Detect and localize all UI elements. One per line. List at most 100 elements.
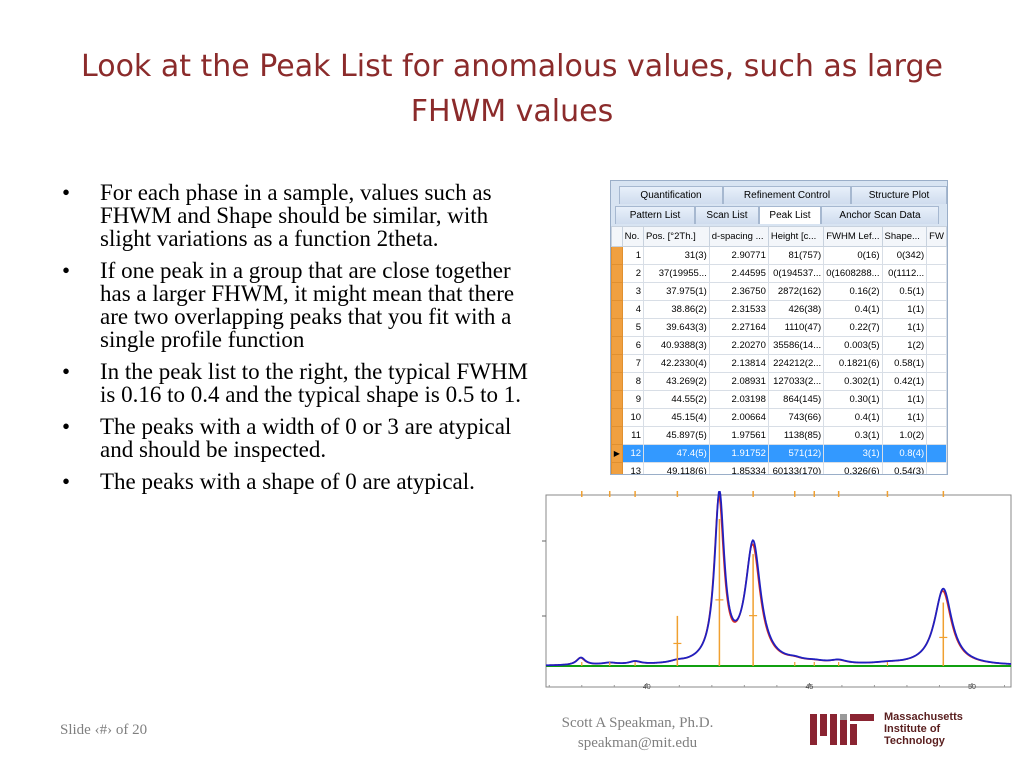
table-cell: 37(19955... (643, 264, 710, 283)
table-cell: 0.5(1) (881, 282, 928, 301)
table-cell: 1.85334 (708, 462, 769, 474)
plot-frame (545, 494, 1012, 688)
table-row[interactable]: 4 38.86(2) 2.31533 426(38) 0.4(1) 1(1) (611, 300, 947, 319)
row-indicator[interactable] (611, 462, 623, 474)
table-cell: 1.97561 (708, 426, 769, 445)
row-indicator[interactable] (611, 300, 623, 319)
table-row[interactable]: 2 37(19955... 2.44595 0(194537... 0(1608288.… (611, 264, 947, 283)
table-cell: 40.9388(3) (643, 336, 710, 355)
table-row[interactable]: 1 31(3) 2.90771 81(757) 0(16) 0(342) (611, 246, 947, 265)
row-indicator[interactable] (611, 336, 623, 355)
tab-refinement-control[interactable]: Refinement Control (723, 186, 851, 204)
calculated-series-line (545, 491, 1012, 667)
tab-anchor-scan-data[interactable]: Anchor Scan Data (821, 206, 939, 224)
table-cell: 743(66) (767, 408, 825, 427)
table-cell: 127033(2... (767, 372, 825, 391)
table-row[interactable]: 11 45.897(5) 1.97561 1138(85) 0.3(1) 1.0(2) (611, 426, 947, 445)
row-indicator[interactable] (611, 246, 623, 265)
header-indicator (611, 226, 623, 247)
table-cell: 31(3) (643, 246, 710, 265)
tab-structure-plot[interactable]: Structure Plot (851, 186, 947, 204)
column-header[interactable]: d-spacing ... (708, 226, 769, 247)
table-cell: 10 (621, 408, 645, 427)
table-cell: 9 (621, 390, 645, 409)
table-cell: 1(1) (881, 408, 928, 427)
table-row[interactable]: 9 44.55(2) 2.03198 864(145) 0.30(1) 1(1) (611, 390, 947, 409)
table-cell: 0.003(5) (823, 336, 883, 355)
tab-scan-list[interactable]: Scan List (695, 206, 759, 224)
table-cell (926, 282, 947, 301)
table-cell: 0.302(1) (823, 372, 883, 391)
bullet-list: For each phase in a sample, values such … (60, 181, 530, 502)
table-cell: 1(2) (881, 336, 928, 355)
logo-line: Institute of (884, 723, 941, 735)
table-row[interactable]: 10 45.15(4) 2.00664 743(66) 0.4(1) 1(1) (611, 408, 947, 427)
row-pointer-icon[interactable]: ▶ (611, 444, 623, 463)
bullet-item: In the peak list to the right, the typic… (60, 360, 530, 406)
table-cell: 11 (621, 426, 645, 445)
author-info: Scott A Speakman, Ph.D. speakman@mit.edu (515, 713, 760, 753)
column-header[interactable]: FWHM Lef... (823, 226, 883, 247)
table-cell (926, 354, 947, 373)
table-row[interactable]: 8 43.269(2) 2.08931 127033(2... 0.302(1) 0.42… (611, 372, 947, 391)
table-cell: 2.27164 (708, 318, 769, 337)
author-name: Scott A Speakman, Ph.D. (561, 715, 714, 731)
table-cell: 1(1) (881, 390, 928, 409)
table-row[interactable]: ▶ 12 47.4(5) 1.91752 571(12) 3(1) 0.8(4) (611, 444, 947, 463)
tab-peak-list[interactable]: Peak List (759, 206, 821, 224)
table-row[interactable]: 5 39.643(3) 2.27164 1110(47) 0.22(7) 1(1) (611, 318, 947, 337)
table-cell (926, 426, 947, 445)
table-cell: 0.4(1) (823, 300, 883, 319)
column-header[interactable]: Pos. [°2Th.] (643, 226, 710, 247)
table-cell: 1(1) (881, 318, 928, 337)
column-header[interactable]: Height [c... (767, 226, 825, 247)
table-cell: 0(194537... (767, 264, 825, 283)
table-cell: 45.897(5) (643, 426, 710, 445)
peak-table-body: 1 31(3) 2.90771 81(757) 0(16) 0(342) 2 37(19955… (611, 246, 947, 474)
table-row[interactable]: 7 42.2330(4) 2.13814 224212(2... 0.1821(6) 0.… (611, 354, 947, 373)
table-cell: 0.326(6) (823, 462, 883, 474)
mit-logo-text: Massachusetts Institute of Technology (884, 711, 963, 747)
table-cell: 49.118(6) (643, 462, 710, 474)
table-cell: 2 (621, 264, 645, 283)
table-cell: 0.1821(6) (823, 354, 883, 373)
table-cell: 8 (621, 372, 645, 391)
table-cell (926, 264, 947, 283)
table-row[interactable]: 6 40.9388(3) 2.20270 35586(14... 0.003(5) 1(2… (611, 336, 947, 355)
table-row[interactable]: 3 37.975(1) 2.36750 2872(162) 0.16(2) 0.5(1) (611, 282, 947, 301)
table-cell: 47.4(5) (643, 444, 710, 463)
table-cell (926, 372, 947, 391)
column-header[interactable]: FW (926, 226, 947, 247)
table-cell: 0.16(2) (823, 282, 883, 301)
row-indicator[interactable] (611, 390, 623, 409)
row-indicator[interactable] (611, 426, 623, 445)
row-indicator[interactable] (611, 372, 623, 391)
table-cell: 0(342) (881, 246, 928, 265)
table-cell: 2.20270 (708, 336, 769, 355)
table-cell: 0.42(1) (881, 372, 928, 391)
row-indicator[interactable] (611, 318, 623, 337)
column-header[interactable]: Shape... (881, 226, 928, 247)
table-cell: 2.08931 (708, 372, 769, 391)
table-cell (926, 336, 947, 355)
row-indicator[interactable] (611, 408, 623, 427)
column-header[interactable]: No. (621, 226, 645, 247)
table-cell (926, 390, 947, 409)
table-cell: 45.15(4) (643, 408, 710, 427)
tab-pattern-list[interactable]: Pattern List (615, 206, 695, 224)
table-cell (926, 408, 947, 427)
table-cell: 571(12) (767, 444, 825, 463)
row-indicator[interactable] (611, 264, 623, 283)
row-indicator[interactable] (611, 354, 623, 373)
tab-quantification[interactable]: Quantification (619, 186, 723, 204)
table-cell: 6 (621, 336, 645, 355)
table-cell: 1.91752 (708, 444, 769, 463)
row-indicator[interactable] (611, 282, 623, 301)
x-tick-label: 50 (968, 684, 976, 691)
author-email[interactable]: speakman@mit.edu (577, 735, 698, 751)
tab-row-bottom: Pattern List Scan List Peak List Anchor … (611, 206, 939, 225)
x-tick-label: 45 (805, 684, 813, 691)
table-cell: 60133(170) (767, 462, 825, 474)
table-row[interactable]: 13 49.118(6) 1.85334 60133(170) 0.326(6) 0.54… (611, 462, 947, 474)
table-cell: 2.36750 (708, 282, 769, 301)
